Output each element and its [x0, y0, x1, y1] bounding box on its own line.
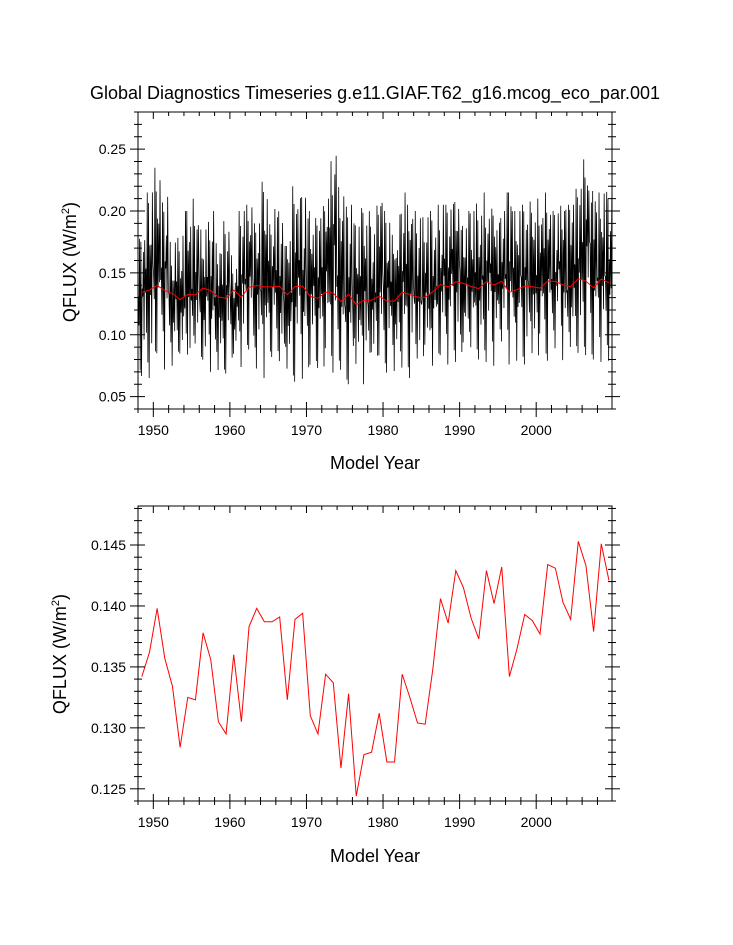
- p2-ytick-label-2: 0.135: [91, 659, 126, 675]
- p1-xtick-label-1980: 1980: [367, 422, 398, 438]
- chart-title: Global Diagnostics Timeseries g.e11.GIAF…: [90, 83, 660, 104]
- p2-xtick-label-1970: 1970: [291, 814, 322, 830]
- p2-frame: [137, 505, 613, 802]
- p1-annual-line: [141, 278, 610, 306]
- p1-monthly-line: [138, 155, 612, 385]
- p2-annual-line: [141, 541, 610, 797]
- p1-xtick-label-1960: 1960: [214, 422, 245, 438]
- p2-y-axis-title-sup: 2: [50, 600, 62, 606]
- p1-clipped: [138, 155, 612, 385]
- p1-axes: 1950 1960 1970 1980 1990 2000 0.05 0.10 0.15 0.20…: [99, 111, 620, 438]
- p2-ytick-label-1: 0.130: [91, 720, 126, 736]
- panel-annual-mean: 1950 1960 1970 1980 1990 2000 0.125 0.130 0.135 0…: [50, 505, 620, 866]
- p1-y-axis-title-main: QFLUX (W/m: [60, 214, 80, 322]
- p2-xtick-label-1960: 1960: [214, 814, 245, 830]
- p2-y-axis-title-main: QFLUX (W/m: [50, 606, 70, 714]
- p2-xtick-label-1990: 1990: [444, 814, 475, 830]
- p2-y-axis-title: QFLUX (W/m2): [50, 594, 70, 714]
- p1-ytick-label-2: 0.15: [99, 265, 126, 281]
- panel-monthly-and-annual: 1950 1960 1970 1980 1990 2000 0.05 0.10 0.15 0.20…: [60, 111, 620, 473]
- p1-xtick-label-1950: 1950: [138, 422, 169, 438]
- p1-y-axis-title: QFLUX (W/m2): [60, 202, 80, 322]
- p2-ytick-label-4: 0.145: [91, 537, 126, 553]
- p2-ytick-label-0: 0.125: [91, 781, 126, 797]
- p1-series-group: [138, 155, 612, 385]
- p2-x-axis-title: Model Year: [330, 846, 420, 866]
- p1-ytick-label-3: 0.20: [99, 203, 126, 219]
- p2-ytick-label-3: 0.140: [91, 598, 126, 614]
- p2-clipped: [141, 541, 610, 797]
- p2-axes: 1950 1960 1970 1980 1990 2000 0.125 0.130 0.135 0…: [91, 506, 620, 830]
- p1-ytick-label-1: 0.10: [99, 327, 126, 343]
- p1-ytick-label-4: 0.25: [99, 141, 126, 157]
- p1-xtick-label-2000: 2000: [521, 422, 552, 438]
- p1-y-axis-title-end: ): [60, 202, 80, 208]
- p2-xtick-label-1950: 1950: [138, 814, 169, 830]
- p1-xtick-label-1990: 1990: [444, 422, 475, 438]
- p2-series-group: [141, 541, 610, 797]
- p2-xtick-label-1980: 1980: [367, 814, 398, 830]
- p2-y-axis-title-end: ): [50, 594, 70, 600]
- p1-y-axis-title-sup: 2: [60, 208, 72, 214]
- p1-x-axis-title: Model Year: [330, 453, 420, 473]
- p2-xtick-label-2000: 2000: [521, 814, 552, 830]
- p1-xtick-label-1970: 1970: [291, 422, 322, 438]
- p1-ytick-label-0: 0.05: [99, 389, 126, 405]
